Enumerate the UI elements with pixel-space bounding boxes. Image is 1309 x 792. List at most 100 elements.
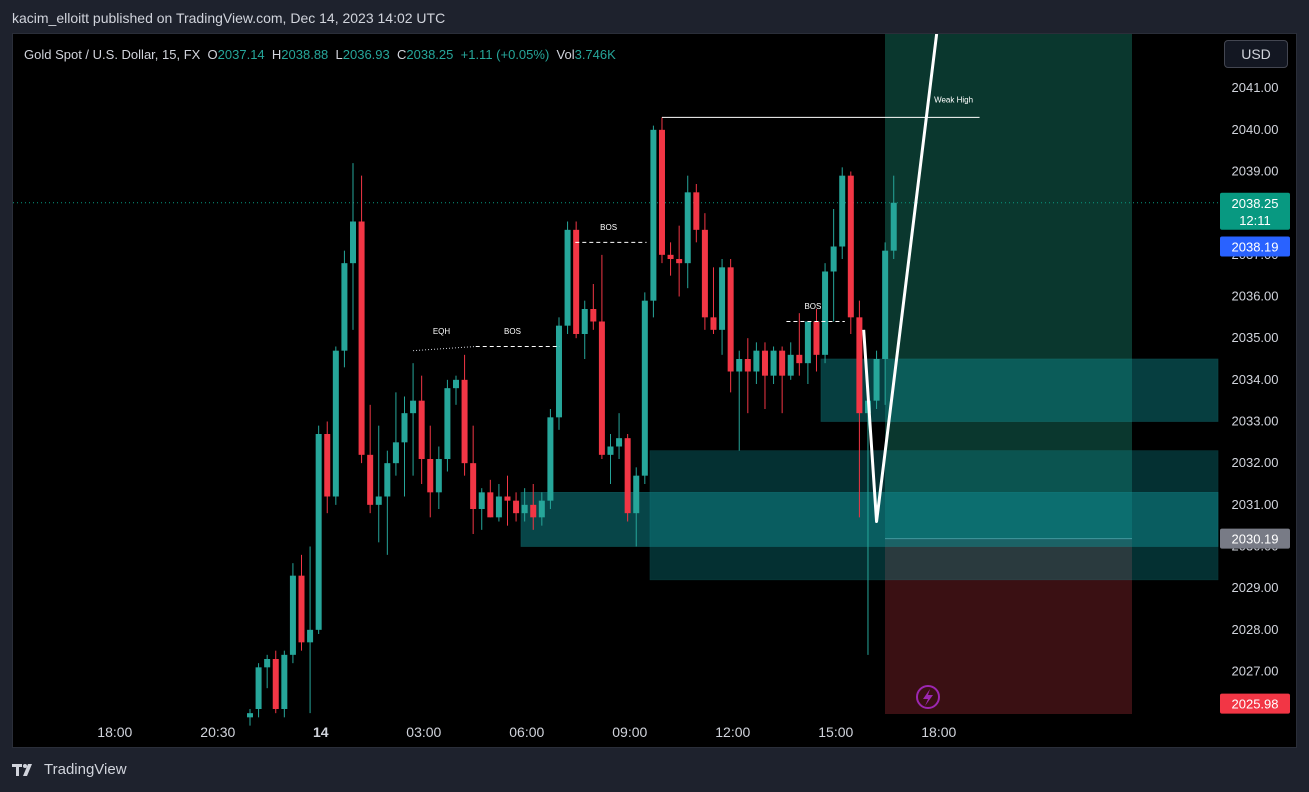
candle-body [401,413,408,443]
candle-body [882,250,889,359]
candle-body [349,221,356,264]
chart-panel[interactable]: Gold Spot / U.S. Dollar, 15, FX O2037.14… [12,33,1297,748]
candle-body [847,175,854,318]
candle-body [633,475,640,514]
candle-body [555,325,562,418]
candle-body [581,309,588,334]
candle-body [813,321,820,355]
entry-price-label: 2030.19 [1232,532,1279,547]
candle-body [873,359,880,401]
fvg-zone [649,450,1219,581]
candle-body [701,229,708,318]
candle-body [856,317,863,414]
time-tick-label: 18:00 [921,724,956,740]
weak-high-label: Weak High [934,95,973,104]
candle-body [607,446,614,455]
publication-header: kacim_elloitt published on TradingView.c… [12,10,446,26]
currency-button[interactable]: USD [1224,40,1288,68]
candle-body [658,129,665,255]
candle-body [418,400,425,459]
candle-body [573,229,580,334]
price-tick-label: 2036.00 [1232,289,1279,304]
price-tick-label: 2032.00 [1232,455,1279,470]
legend-volume: 3.746K [574,47,616,62]
candle-body [255,667,262,709]
time-tick-label: 20:30 [200,724,235,740]
last-price-label: 2038.25 [1232,196,1279,211]
candle-body [693,192,700,230]
candle-body [444,388,451,459]
candle-body [478,492,485,509]
price-tick-label: 2029.00 [1232,580,1279,595]
candle-body [495,496,502,518]
candle-body [641,300,648,476]
candle-body [598,321,605,455]
time-tick-label: 12:00 [715,724,750,740]
price-chart[interactable]: EQH BOS BOS BOS Weak High 2027.00 2028.00 2029.… [13,34,1297,748]
candle-body [530,504,537,518]
price-tick-label: 2035.00 [1232,330,1279,345]
candle-body [341,263,348,351]
price-tick-label: 2039.00 [1232,164,1279,179]
legend-change: +1.11 (+0.05%) [460,47,550,62]
time-tick-label: 14 [313,724,329,740]
candle-body [538,500,545,518]
candle-body [367,454,374,505]
candle-body [719,267,726,330]
tradingview-logo[interactable]: TradingView [12,761,127,778]
candle-body [392,442,399,464]
candle-body [298,575,305,643]
bos-label-2: BOS [600,223,617,232]
candle-body [307,629,314,643]
candle-body [513,500,520,514]
candle-body [564,229,571,326]
candle-body [427,459,434,493]
stop-price-label-bg [1220,693,1290,714]
price-tick-label: 2040.00 [1232,122,1279,137]
price-tick-label: 2034.00 [1232,372,1279,387]
stop-price-label: 2025.98 [1232,697,1279,712]
time-tick-label: 18:00 [97,724,132,740]
entry-price-label-bg [1220,528,1290,549]
candle-body [247,713,253,718]
legend-open-label: O [207,47,218,62]
legend-symbol: Gold Spot / U.S. Dollar, 15, FX [24,47,201,62]
candle-body [332,350,339,497]
flash-icon [916,685,940,709]
candle-body [281,654,288,709]
candle-body [684,192,691,264]
eqh-label: EQH [433,327,451,336]
candle-body [770,350,777,376]
price-tick-label: 2031.00 [1232,497,1279,512]
candle-body [358,221,365,455]
candle-body [410,400,417,414]
candle-body [461,379,468,464]
tradingview-brand: TradingView [44,761,127,778]
price-tick-label: 2041.00 [1232,80,1279,95]
candle-body [753,350,760,372]
candle-body [272,659,279,709]
bos-label-3: BOS [804,302,821,311]
candle-body [624,438,631,514]
chart-legend: Gold Spot / U.S. Dollar, 15, FX O2037.14… [24,47,616,62]
candle-body [590,309,597,322]
candle-body [264,659,271,668]
candle-body [315,434,322,630]
projected-path [862,34,939,523]
legend-volume-label: Vol [556,47,575,62]
candle-body [324,434,331,497]
time-tick-label: 15:00 [818,724,853,740]
candle-body [796,354,803,364]
time-tick-label: 09:00 [612,724,647,740]
candle-body [804,321,811,364]
candle-body [521,504,528,514]
candle-body [547,417,554,501]
bos-label-1: BOS [504,327,521,336]
candle-body [830,246,837,272]
time-tick-label: 06:00 [509,724,544,740]
legend-open: 2037.14 [217,47,265,62]
tradingview-logo-icon [12,763,32,776]
last-price-tag-bg [1220,192,1290,230]
candle-body [470,463,477,509]
candle-body [822,271,829,355]
